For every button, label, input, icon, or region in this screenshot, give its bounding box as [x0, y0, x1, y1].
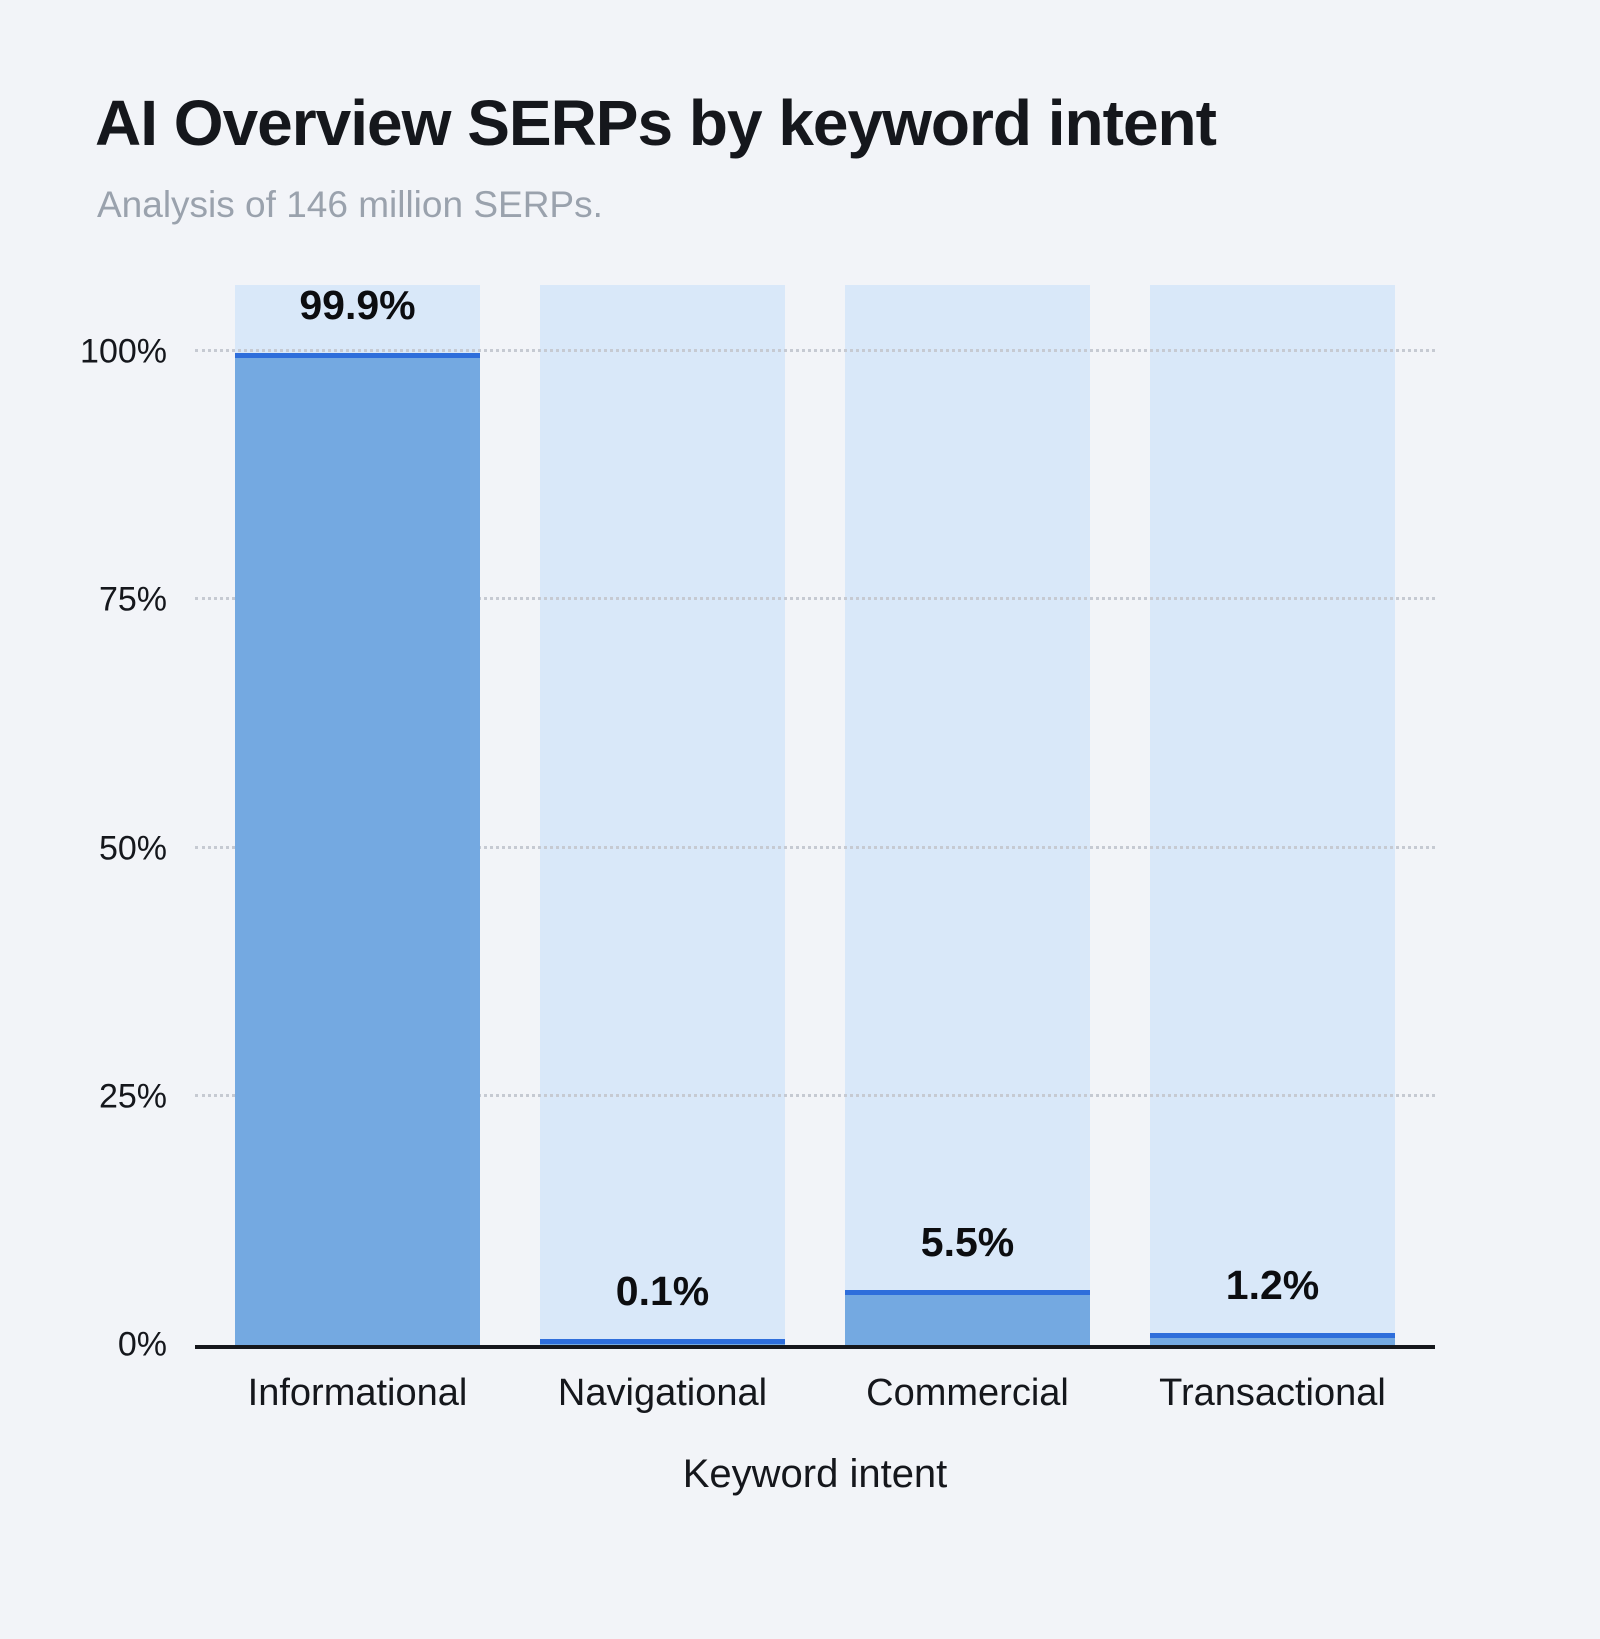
bar-commercial — [845, 1290, 1090, 1345]
column-background-navigational: 0.1% — [540, 285, 785, 1345]
bar-informational — [235, 353, 480, 1345]
gridline-75 — [195, 597, 1435, 601]
y-axis-tick-label-0: 0% — [117, 1325, 167, 1364]
bar-transactional — [1150, 1333, 1395, 1345]
chart-title: AI Overview SERPs by keyword intent — [95, 87, 1217, 159]
gridline-100 — [195, 349, 1435, 352]
y-axis-tick-label-100: 100% — [80, 332, 167, 371]
gridline-25 — [195, 1093, 1435, 1097]
bar-chart-plot-area: 0% 25% 50% 75% 100% 99.9% 0.1% 5.5% 1.2% — [80, 282, 1435, 1364]
y-axis-tick-label-50: 50% — [98, 829, 167, 867]
value-label-navigational: 0.1% — [615, 1268, 710, 1314]
y-axis-tick-label-75: 75% — [98, 580, 167, 619]
x-axis-tick-label-transactional: Transactional — [1159, 1372, 1386, 1414]
x-axis-tick-labels: Informational Navigational Commercial Trans… — [195, 1372, 1435, 1415]
column-background-commercial: 5.5% — [845, 285, 1090, 1345]
value-label-informational: 99.9% — [299, 282, 416, 328]
x-axis-tick-label-commercial: Commercial — [866, 1372, 1069, 1414]
x-axis-tick-label-navigational: Navigational — [557, 1372, 768, 1414]
gridline-50 — [195, 845, 1435, 849]
column-background-transactional: 1.2% — [1150, 285, 1395, 1345]
value-label-commercial: 5.5% — [920, 1219, 1015, 1266]
x-axis-title: Keyword intent — [682, 1452, 948, 1496]
bar-navigational — [540, 1339, 785, 1345]
chart-subtitle: Analysis of 146 million SERPs. — [97, 184, 603, 225]
value-label-transactional: 1.2% — [1225, 1262, 1320, 1309]
column-background-informational: 99.9% — [235, 282, 480, 1345]
x-axis-tick-label-informational: Informational — [247, 1372, 468, 1414]
y-axis-tick-label-25: 25% — [98, 1077, 167, 1116]
